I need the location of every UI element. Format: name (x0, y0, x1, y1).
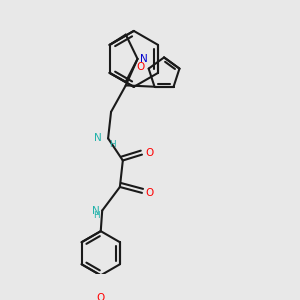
Text: O: O (145, 148, 153, 158)
Text: N: N (140, 54, 148, 64)
Text: N: N (92, 206, 99, 215)
Text: H: H (93, 212, 99, 220)
Text: H: H (110, 140, 116, 149)
Text: O: O (97, 293, 105, 300)
Text: O: O (136, 62, 144, 72)
Text: O: O (145, 188, 153, 198)
Text: N: N (94, 134, 102, 143)
